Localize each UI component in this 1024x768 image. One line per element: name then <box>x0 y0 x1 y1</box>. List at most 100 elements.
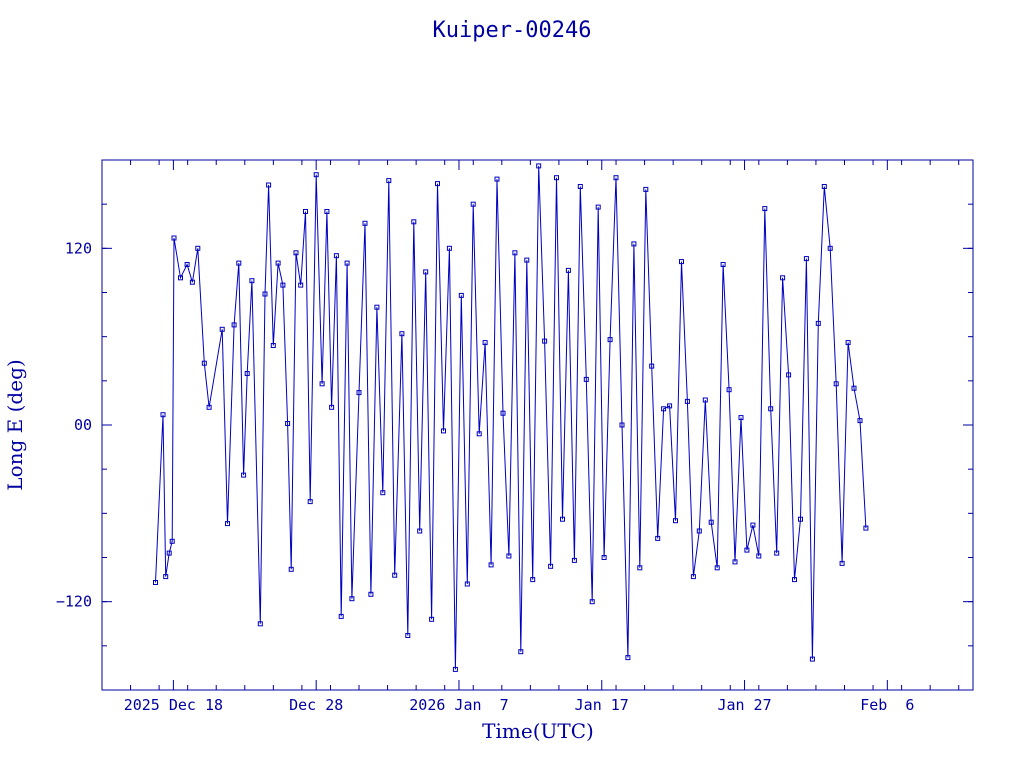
data-point <box>470 201 476 207</box>
data-point <box>241 472 247 478</box>
data-point <box>380 490 386 496</box>
data-point <box>374 304 380 310</box>
y-tick-label: 120 <box>65 239 92 257</box>
x-axis-label: Time(UTC) <box>482 719 594 743</box>
data-point <box>293 250 299 256</box>
data-point <box>839 560 845 566</box>
data-point <box>476 431 482 437</box>
data-point <box>488 562 494 568</box>
data-point <box>344 260 350 266</box>
data-point <box>206 404 212 410</box>
data-point <box>153 580 158 585</box>
data-point <box>690 574 696 580</box>
data-point <box>809 656 815 662</box>
y-axis-label: Long E (deg) <box>3 359 27 490</box>
data-point <box>458 292 464 298</box>
data-point <box>446 245 452 251</box>
data-point <box>464 581 470 587</box>
data-point <box>845 340 851 346</box>
data-point <box>244 371 250 376</box>
data-point <box>774 550 780 556</box>
data-point <box>257 621 263 627</box>
data-point <box>313 172 319 178</box>
data-point <box>637 565 643 571</box>
data-point <box>780 275 786 281</box>
data-point <box>231 322 237 328</box>
data-point <box>189 279 195 285</box>
data-point <box>643 186 649 192</box>
data-point <box>482 340 488 346</box>
data-point <box>601 555 607 560</box>
data-point <box>392 572 398 578</box>
data-point <box>417 528 423 534</box>
data-point <box>452 666 458 672</box>
data-point <box>536 163 542 169</box>
data-point <box>266 182 272 188</box>
chart-title: Kuiper-00246 <box>433 18 592 43</box>
data-point <box>494 176 500 182</box>
data-point <box>792 577 797 583</box>
x-tick-label: Dec 28 <box>289 696 343 714</box>
data-point <box>738 415 744 421</box>
data-point <box>762 206 768 212</box>
data-point <box>798 516 803 522</box>
data-point <box>423 269 429 275</box>
data-point <box>298 282 304 288</box>
data-point <box>160 412 166 418</box>
data-point <box>195 245 201 251</box>
data-point <box>399 331 405 337</box>
data-point <box>833 381 839 387</box>
data-point <box>411 219 417 225</box>
data-point <box>356 390 362 396</box>
data-point <box>435 181 440 187</box>
data-point <box>338 613 344 619</box>
y-tick-label: 00 <box>74 416 92 434</box>
data-point <box>560 516 565 522</box>
series-group <box>153 163 869 672</box>
data-point <box>631 241 637 247</box>
data-point <box>655 535 661 541</box>
data-point <box>275 260 281 266</box>
data-point <box>673 518 678 524</box>
data-point <box>649 363 655 369</box>
data-point <box>750 522 756 528</box>
data-point <box>827 245 833 251</box>
data-point <box>565 267 571 273</box>
data-point <box>405 633 411 638</box>
data-point <box>661 406 667 412</box>
data-point <box>732 559 738 565</box>
y-tick-label: −120 <box>56 593 92 611</box>
data-point <box>595 204 601 210</box>
data-point <box>512 250 518 256</box>
data-point <box>756 553 762 559</box>
data-point <box>178 275 183 281</box>
data-point <box>613 175 619 181</box>
data-point <box>285 421 291 426</box>
data-point <box>857 418 863 424</box>
data-point <box>236 260 242 266</box>
data-point <box>524 257 530 263</box>
data-point <box>542 338 548 344</box>
data-point <box>303 209 308 214</box>
data-point <box>815 320 821 326</box>
data-point <box>166 550 172 556</box>
data-point <box>607 337 613 343</box>
data-point <box>583 376 589 382</box>
data-point <box>219 326 225 332</box>
x-tick-label: 2025 Dec 18 <box>124 696 223 714</box>
data-point <box>169 538 175 544</box>
data-point <box>201 360 207 366</box>
data-point <box>589 599 595 605</box>
axis-ticks <box>101 159 973 691</box>
data-point <box>349 596 355 602</box>
data-point <box>171 235 177 241</box>
data-point <box>726 387 732 393</box>
data-point <box>368 591 374 597</box>
data-point <box>696 528 702 534</box>
x-tick-label: Jan 27 <box>717 696 771 714</box>
data-point <box>163 574 169 580</box>
data-point <box>786 372 792 378</box>
data-point <box>708 519 714 525</box>
data-point <box>702 397 708 403</box>
x-tick-label: Feb 6 <box>860 696 914 714</box>
